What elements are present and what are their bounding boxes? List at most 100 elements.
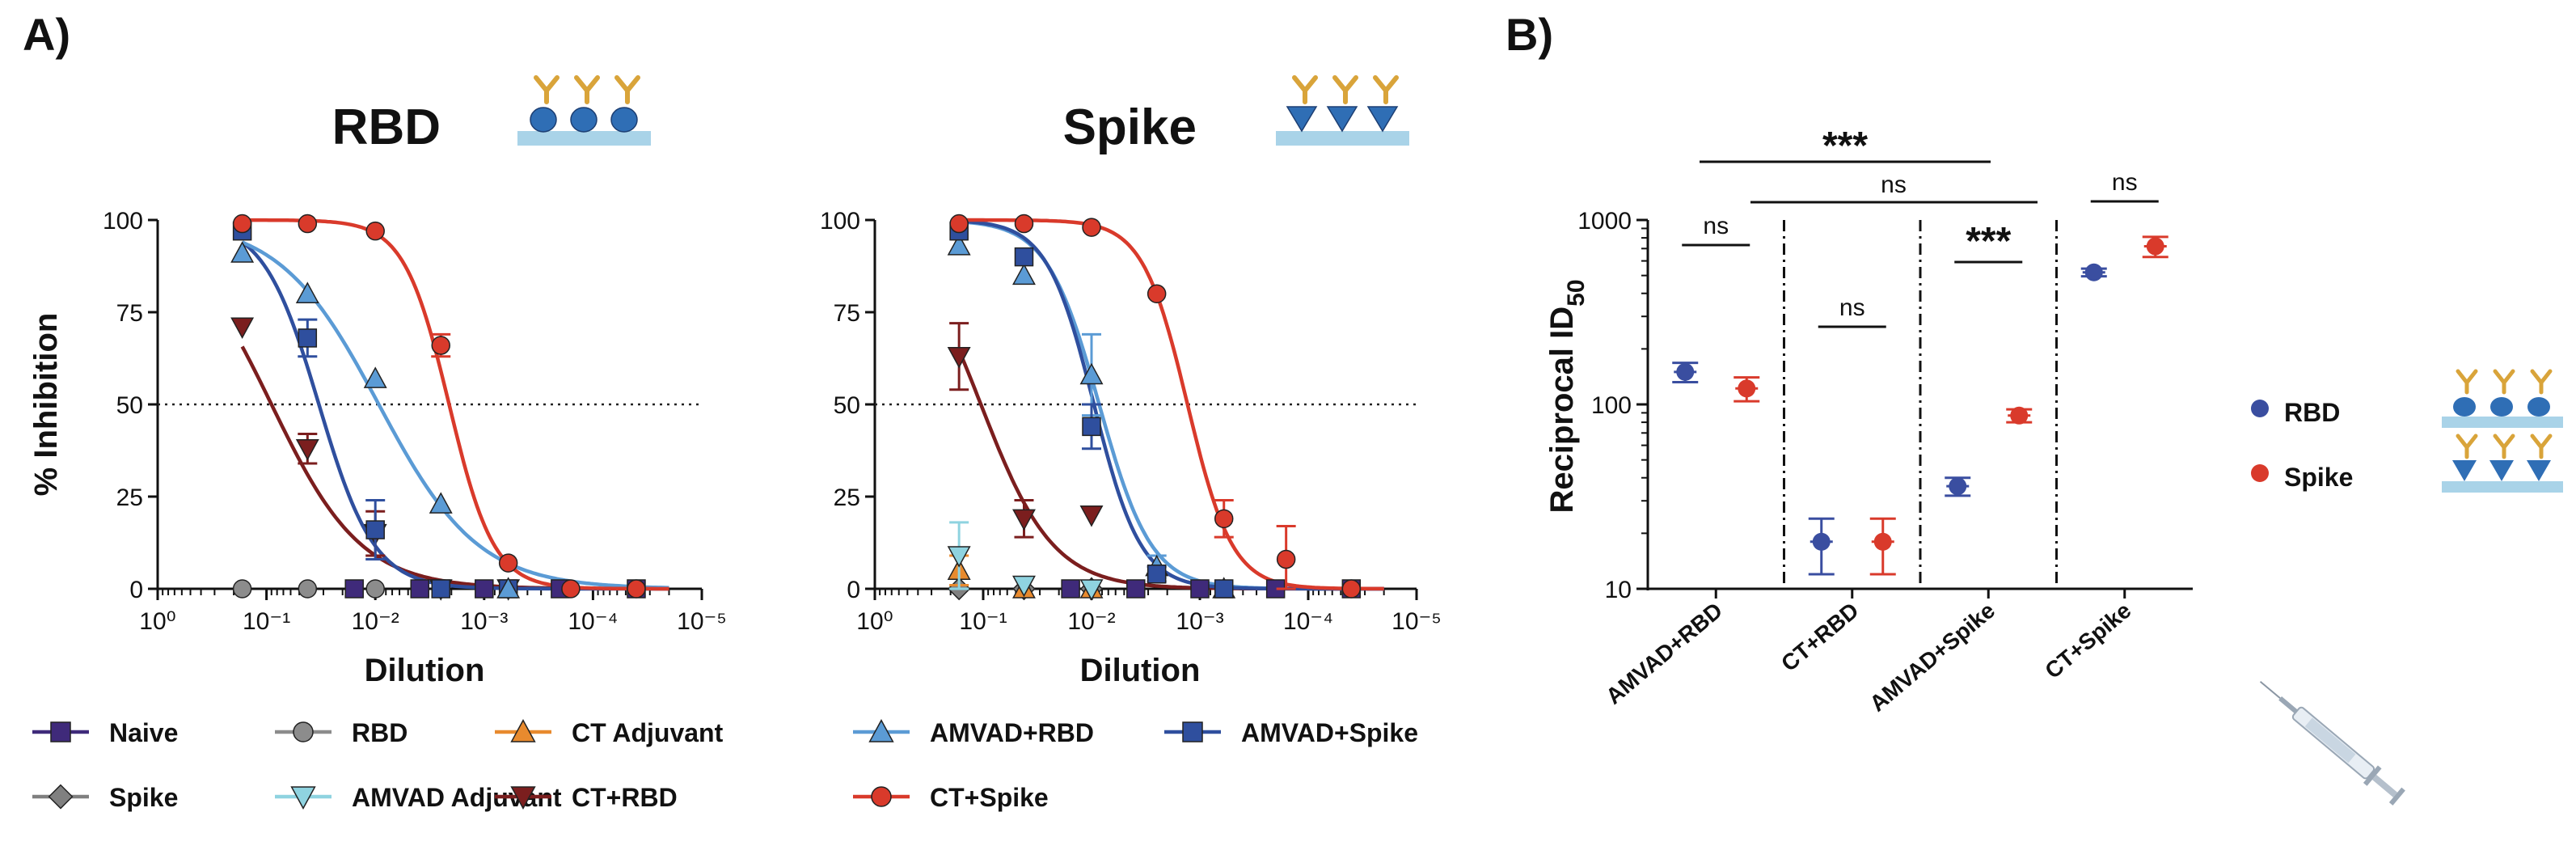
comparison-label: ns [2112, 169, 2138, 196]
antibody [1332, 75, 1358, 104]
y-tick-label: 0 [847, 577, 860, 603]
y-tick-label: 25 [116, 484, 143, 511]
point-amvad_rbd [429, 492, 453, 514]
point-ct_rbd [947, 346, 971, 369]
legend-marker [50, 721, 71, 742]
antibody [614, 75, 640, 104]
point-b_rbd [2084, 263, 2103, 281]
panel-b-legend: RBD Spike [2251, 369, 2563, 493]
legend-label: Spike [2284, 463, 2353, 492]
spike-protein [2527, 460, 2551, 481]
category-label: AMVAD+Spike [1864, 598, 2000, 717]
point-ct_spike [431, 336, 450, 355]
point-amvad_rbd [947, 234, 971, 256]
antibody [1292, 75, 1318, 104]
comparison-label: *** [1966, 220, 2011, 263]
legend-label: RBD [2284, 398, 2340, 427]
id50-y-axis-title-main: Reciprocal ID [1544, 307, 1580, 514]
legend-label: Naive [109, 718, 178, 747]
point-naive [1061, 579, 1080, 599]
rbd-protein [610, 107, 638, 133]
comparison-label: ns [1703, 213, 1729, 239]
legend-item-rbd: RBD [275, 718, 408, 747]
legend-marker [868, 719, 894, 742]
category-label: AMVAD+RBD [1601, 598, 1727, 709]
legend-item-ct_rbd: CT+RBD [495, 783, 678, 812]
spike-assay-icon [1276, 75, 1409, 146]
point-naive [475, 579, 494, 599]
legend-item-b_rbd: RBD [2251, 369, 2563, 428]
point-ct_spike [298, 214, 318, 234]
comparison-label: ns [1839, 294, 1865, 321]
rbd-protein [570, 107, 598, 133]
antibody [2530, 369, 2553, 395]
spike-x-axis-title: Dilution [1080, 653, 1201, 688]
point-ct_spike [627, 579, 646, 599]
antibody [2493, 369, 2515, 395]
point-amvad_spike [1214, 579, 1234, 599]
x-tick-label: 10⁻⁵ [677, 608, 727, 635]
substrate-plate [517, 131, 651, 146]
point-amvad_spike [431, 579, 450, 599]
spike-protein [1326, 106, 1358, 133]
antibody [574, 75, 600, 104]
antibody [2493, 434, 2515, 459]
point-b_spike [1873, 532, 1892, 551]
legend-item-naive: Naive [32, 718, 178, 747]
id50-plot: 10 100 1000 AMVAD+RBD CT+RBD AMVAD+Spike CT+Sp… [1544, 125, 2193, 717]
legend-marker [290, 786, 316, 810]
point-amvad_rbd [295, 281, 319, 303]
legend-marker [871, 786, 892, 807]
rbd-plot-title: RBD [332, 99, 441, 155]
x-tick-label: 10⁻¹ [243, 608, 290, 635]
point-ct_spike [1214, 509, 1234, 529]
legend-label: AMVAD+RBD [930, 718, 1094, 747]
point-ct_spike [1341, 579, 1362, 599]
point-amvad_spike [1147, 565, 1167, 584]
y-tick-label: 25 [834, 484, 860, 511]
legend-label: CT+Spike [930, 783, 1049, 812]
span-label-second: ns [1881, 171, 1907, 198]
substrate-plate [2442, 417, 2563, 428]
point-naive [1126, 579, 1146, 599]
legend-label: AMVAD+Spike [1241, 718, 1418, 747]
point-ct_rbd [230, 317, 255, 340]
rbd-protein [2453, 397, 2476, 417]
legend-item-spike: Spike [32, 783, 178, 812]
category-label: CT+Spike [2040, 598, 2135, 683]
point-ct_rbd [1079, 505, 1104, 527]
point-rbd [365, 579, 385, 599]
panel-b-letter: B) [1505, 9, 1553, 60]
legend-label: CT+RBD [572, 783, 678, 812]
point-ct_spike [498, 553, 518, 573]
antibody [1373, 75, 1399, 104]
legend-item-amvad_rbd: AMVAD+RBD [853, 718, 1094, 747]
fit-curve-ct_spike [242, 218, 669, 591]
panel-a-legend: Naive RBD CT Adjuvant AMVAD+RBD AMVAD+Spike S… [32, 718, 1418, 812]
point-ct_spike [1014, 214, 1034, 234]
antibody [2456, 369, 2478, 395]
point-b_rbd [1949, 477, 1967, 496]
y-tick-label: 50 [116, 392, 143, 419]
spike-protein [2489, 460, 2514, 481]
span-label-top: *** [1822, 125, 1868, 167]
x-tick-label: 10⁻² [352, 608, 399, 635]
substrate-plate [1276, 131, 1409, 146]
id50-y-axis-title: Reciprocal ID50 [1544, 279, 1590, 513]
x-tick-label: 10⁰ [856, 608, 893, 635]
legend-marker [48, 784, 74, 810]
legend-marker [510, 786, 536, 810]
y-tick-label: 100 [103, 208, 143, 235]
rbd-assay-icon [517, 75, 651, 146]
point-ct_spike [232, 214, 252, 234]
point-b_spike [2010, 406, 2029, 425]
x-tick-label: 10⁻³ [1176, 608, 1223, 635]
y-tick-label: 10 [1605, 577, 1632, 603]
antibody [2456, 434, 2478, 459]
point-b_spike [1738, 379, 1756, 398]
x-tick-label: 10⁻⁵ [1391, 608, 1442, 635]
antibody [2530, 434, 2553, 459]
point-ct_rbd [295, 438, 319, 461]
